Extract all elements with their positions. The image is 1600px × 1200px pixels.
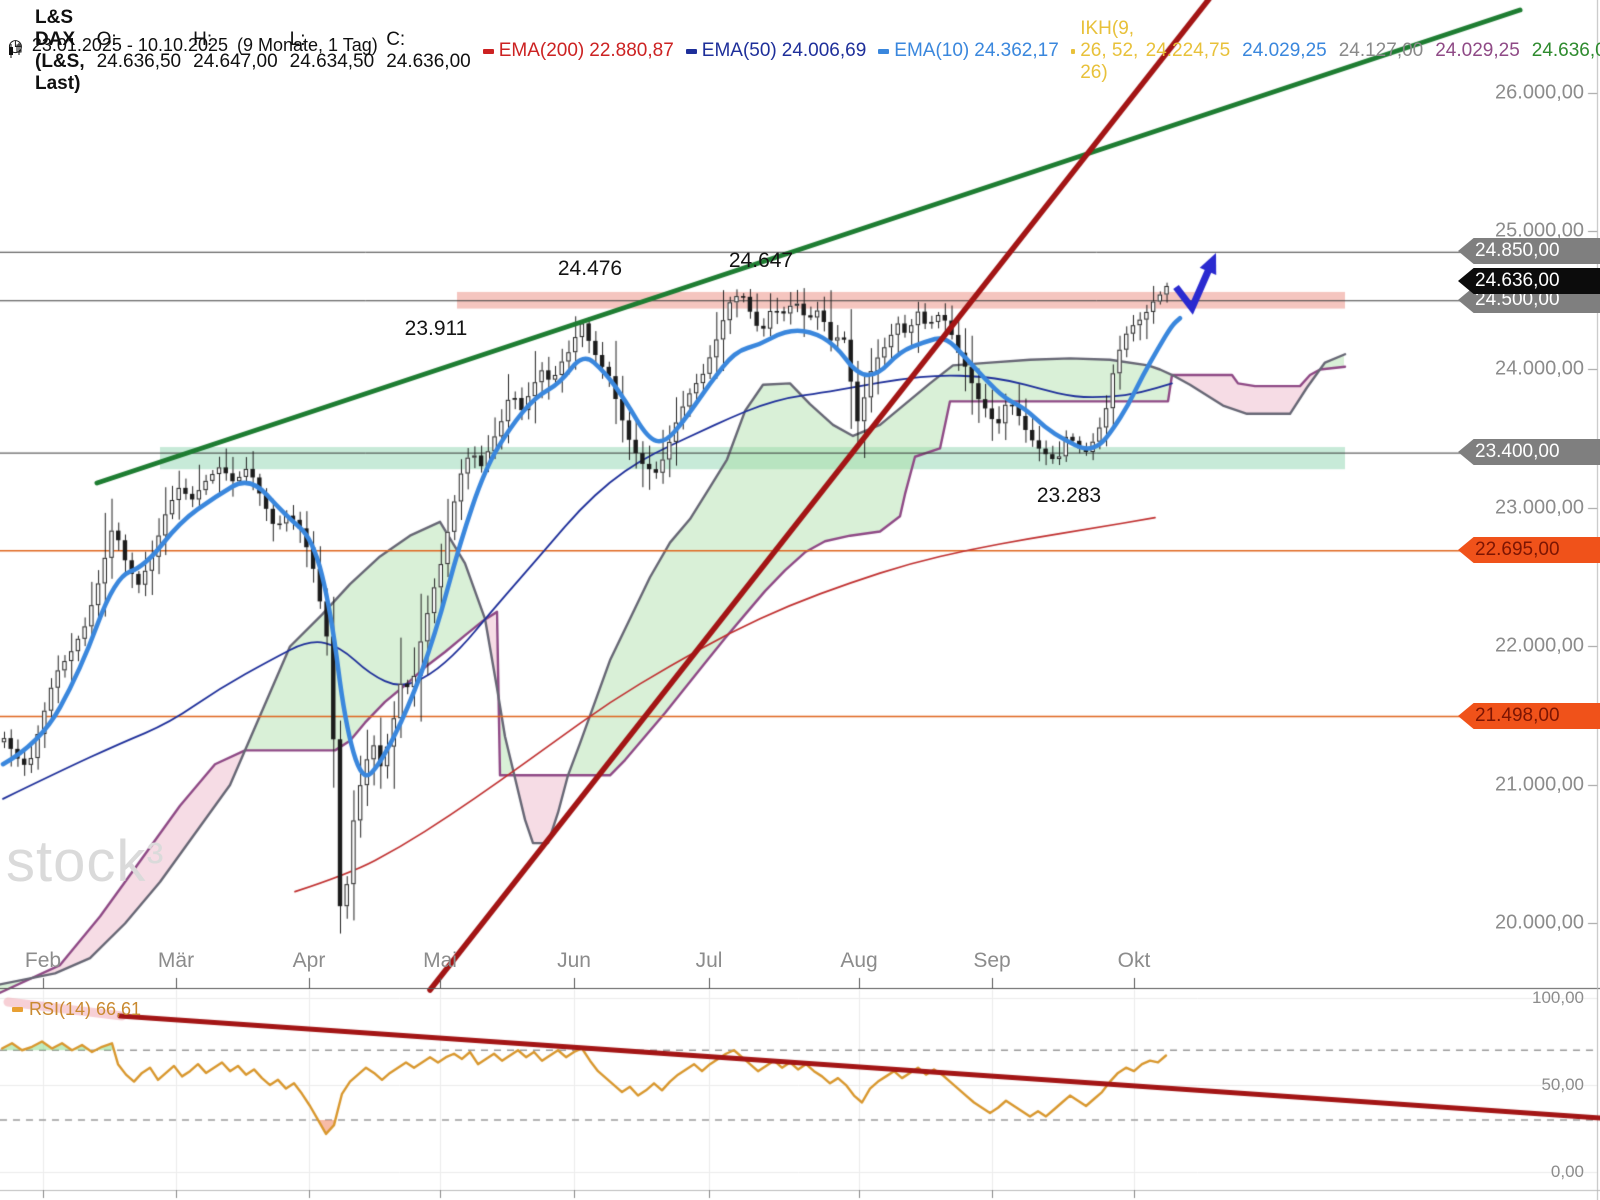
ohlc-close: C: 24.636,00 <box>386 29 471 72</box>
month-label-feb: Feb <box>24 949 62 972</box>
ikh-value-senkou: 24.029,25 <box>1435 40 1520 61</box>
period-label: (9 Monate, 1 Tag) <box>237 35 378 55</box>
price-annotation: 23.911 <box>404 317 468 340</box>
price-axis-label: 23.000,00 <box>1495 496 1584 519</box>
date-range: 23.01.2025 - 10.10.2025 <box>31 35 229 55</box>
month-label-jul: Jul <box>695 949 723 972</box>
last-price-tag: 24.636,00 <box>1458 268 1600 294</box>
rsi-axis-label: 50,00 <box>1541 1075 1584 1094</box>
chart-header: L&S DAX (L&S, Last) O: 24.636,50 H: 24.6… <box>8 7 1600 95</box>
ohlc-high: H: 24.647,00 <box>193 29 278 72</box>
month-label-maer: Mär <box>157 949 195 972</box>
ema50-legend: EMA(50) 24.006,69 <box>685 40 866 62</box>
month-label-aug: Aug <box>840 949 878 972</box>
ema50-swatch-icon <box>685 48 697 54</box>
rsi-axis-label: 100,00 <box>1532 988 1584 1007</box>
alert-level-tag: 21.498,00 <box>1458 703 1600 729</box>
price-annotation: 23.283 <box>1036 484 1102 507</box>
price-axis-label: 20.000,00 <box>1495 911 1584 934</box>
price-level-tag: 24.850,00 <box>1458 238 1600 264</box>
price-level-tag: 23.400,00 <box>1458 439 1600 465</box>
ohlc-low: L: 24.634,50 <box>289 29 375 72</box>
clock-icon: ◷ <box>8 35 23 55</box>
month-label-okt: Okt <box>1117 949 1151 972</box>
ikh-value-chikou: 24.636,00 <box>1531 40 1600 61</box>
month-label-apr: Apr <box>292 949 326 972</box>
price-axis-label: 26.000,00 <box>1495 81 1584 104</box>
price-axis-label: 25.000,00 <box>1495 219 1584 242</box>
rsi-axis-label: 0,00 <box>1550 1162 1584 1181</box>
price-axis-label: 21.000,00 <box>1495 773 1584 796</box>
rsi-legend: RSI(14) 66,61 <box>12 999 141 1020</box>
alert-level-tag: 22.695,00 <box>1458 537 1600 563</box>
month-label-mai: Mai <box>423 949 457 972</box>
ikh-swatch-icon <box>1070 48 1076 54</box>
price-annotation: 24.476 <box>557 257 623 280</box>
ema200-swatch-icon <box>482 48 494 54</box>
rsi-legend-label: RSI(14) 66,61 <box>29 999 142 1019</box>
ema10-legend: EMA(10) 24.362,17 <box>878 40 1059 62</box>
ikh-value-kijun: 24.127,00 <box>1338 40 1424 61</box>
ikh-value-tenkan: 24.029,25 <box>1242 40 1327 61</box>
price-axis-label: 24.000,00 <box>1495 357 1584 380</box>
instrument-icon <box>8 43 23 59</box>
ikh-legend: IKH(9, 26, 52, 26) 24.224,75 <box>1070 18 1230 84</box>
date-range-bar: ◷ 23.01.2025 - 10.10.2025 (9 Monate, 1 T… <box>8 35 378 56</box>
month-label-sep: Sep <box>973 949 1011 972</box>
ema200-legend: EMA(200) 22.880,87 <box>482 40 674 62</box>
month-label-jun: Jun <box>557 949 591 972</box>
price-axis-label: 22.000,00 <box>1495 634 1584 657</box>
price-annotation: 24.647 <box>728 249 794 272</box>
ohlc-open: O: 24.636,50 <box>96 29 182 72</box>
ema10-swatch-icon <box>878 48 890 54</box>
rsi-swatch-icon <box>12 1007 23 1012</box>
stock3-watermark: stockɜ <box>6 829 165 894</box>
instrument-title: L&S DAX (L&S, Last) <box>35 7 85 94</box>
